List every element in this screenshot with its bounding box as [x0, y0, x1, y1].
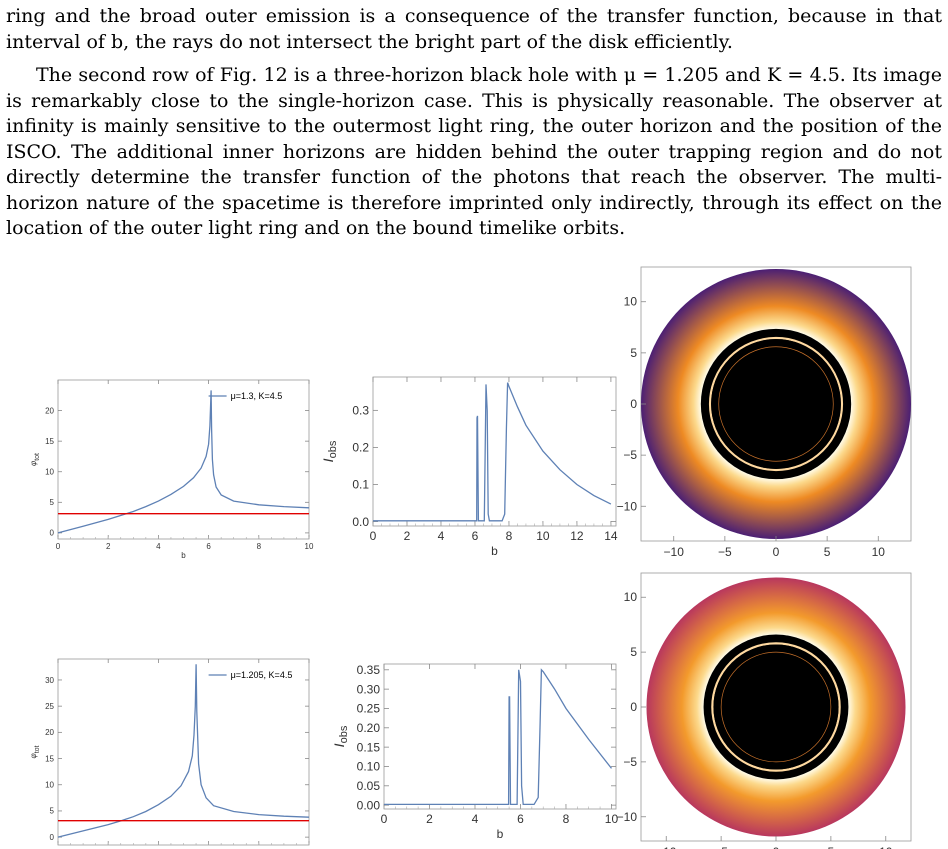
x-tick-label: −10: [656, 845, 677, 849]
y-tick-label: 15: [45, 754, 54, 763]
x-tick-label: 10: [536, 529, 550, 543]
y-tick-label: 0.25: [357, 702, 381, 716]
y-tick-label: 10: [624, 590, 638, 604]
y-tick-label: −5: [623, 755, 637, 769]
y-tick-label: 20: [45, 728, 54, 737]
y-axis-label: Iobs: [320, 440, 339, 462]
plot-frame: [383, 663, 617, 810]
y-tick-label: −10: [617, 810, 638, 824]
x-tick-label: 2: [404, 529, 411, 543]
x-tick-label: 8: [506, 529, 513, 543]
x-tick-label: 0: [773, 845, 780, 849]
x-tick-label: 6: [517, 812, 524, 826]
photon-ring: [711, 642, 841, 772]
x-tick-label: 0: [773, 545, 780, 559]
y-tick-label: 0.10: [357, 760, 381, 774]
x-tick-label: 0: [370, 529, 377, 543]
x-tick-label: 6: [472, 529, 479, 543]
series-line-1: [373, 382, 612, 522]
y-tick-label: 0.3: [352, 404, 369, 418]
x-axis-label: b: [497, 827, 504, 841]
y-tick-label: 25: [45, 702, 54, 711]
y-tick-label: 0.05: [357, 779, 381, 793]
chart-phi-row2: 0246810051015202530bφtotμ=1.205, K=4.5: [29, 658, 314, 849]
x-tick-label: 4: [472, 812, 479, 826]
chart-image-row2: −10 −5 0 5 10 −10 −5 0 5 10: [617, 572, 912, 849]
plot-frame: [372, 376, 617, 527]
series-line-1: [384, 668, 613, 806]
x-tick-label: −10: [664, 545, 685, 559]
y-tick-label: 0.1: [352, 478, 369, 492]
chart-iobs-row1: 0 2 4 6 8 10 12 14 0.0 0.1 0.2 0.3 b Iobs: [320, 376, 618, 558]
x-tick-label: −5: [714, 845, 728, 849]
legend-label: μ=1.3, K=4.5: [231, 391, 283, 401]
y-axis-label: φtot: [29, 453, 41, 466]
chart-iobs-row2: 0 2 4 6 8 10 0.00 0.05 0.10 0.15 0.20 0.25 0.30 0.35 b…: [331, 663, 618, 841]
y-tick-label: 30: [45, 676, 54, 685]
y-tick-label: 5: [630, 645, 637, 659]
y-tick-label: 20: [45, 406, 54, 415]
chart-phi-row1: 0 2 4 6 8 10 0 5 10 15 20 b φtot μ=1.3, K=4.5: [29, 379, 314, 560]
x-tick-label: 6: [206, 542, 211, 551]
inner-ring: [718, 346, 834, 462]
x-tick-label: 10: [879, 845, 893, 849]
y-tick-label: 10: [45, 468, 54, 477]
x-axis-label: b: [181, 551, 186, 560]
x-tick-label: 10: [605, 812, 619, 826]
x-tick-label: 4: [438, 529, 445, 543]
inner-ring: [720, 651, 832, 763]
photon-ring: [708, 336, 844, 472]
x-tick-label: 0: [56, 542, 61, 551]
y-tick-label: −10: [617, 499, 638, 513]
x-tick-label: 8: [563, 812, 570, 826]
x-tick-label: 8: [257, 542, 262, 551]
x-tick-label: 14: [604, 529, 618, 543]
y-tick-label: 0.15: [357, 740, 381, 754]
series-line-1: [57, 664, 310, 838]
x-tick-label: 4: [156, 542, 161, 551]
x-tick-label: 10: [872, 545, 886, 559]
x-tick-label: 10: [305, 542, 314, 551]
y-tick-label: 5: [630, 346, 637, 360]
y-tick-label: 0.30: [357, 682, 381, 696]
y-tick-label: −5: [623, 448, 637, 462]
x-tick-label: 5: [824, 545, 831, 559]
x-tick-label: 5: [828, 845, 835, 849]
legend-label: μ=1.205, K=4.5: [231, 670, 293, 680]
black-hole-shadow: [711, 339, 841, 469]
x-axis-label: b: [491, 544, 498, 558]
paragraph-1: ring and the broad outer emission is a c…: [6, 5, 942, 53]
y-tick-label: 10: [45, 781, 54, 790]
y-tick-label: 0.35: [357, 663, 381, 677]
x-tick-label: 12: [570, 529, 584, 543]
x-tick-label: 2: [426, 812, 433, 826]
y-tick-label: 0.0: [352, 515, 369, 529]
y-tick-label: 0.00: [357, 798, 381, 812]
plot-frame: [57, 379, 310, 540]
y-tick-label: 0: [630, 700, 637, 714]
y-tick-label: 5: [50, 807, 55, 816]
paragraph-2: The second row of Fig. 12 is a three-hor…: [6, 64, 942, 239]
y-tick-label: 0.20: [357, 721, 381, 735]
chart-image-row1: −10 −5 0 5 10 −10 −5 0 5 10: [617, 266, 912, 559]
x-tick-label: 2: [106, 542, 111, 551]
y-axis-label: φtot: [29, 745, 41, 758]
y-tick-label: 15: [45, 437, 54, 446]
plot-frame: [57, 658, 310, 846]
y-axis-label: Iobs: [331, 725, 350, 747]
series-line-1: [57, 390, 310, 534]
y-tick-label: 0.2: [352, 441, 369, 455]
y-tick-label: 0: [50, 529, 55, 538]
black-hole-shadow: [713, 644, 839, 770]
x-tick-label: −5: [718, 545, 732, 559]
y-tick-label: 10: [624, 295, 638, 309]
x-tick-label: 0: [381, 812, 388, 826]
y-tick-label: 5: [50, 498, 55, 507]
y-tick-label: 0: [50, 833, 55, 842]
y-tick-label: 0: [630, 397, 637, 411]
